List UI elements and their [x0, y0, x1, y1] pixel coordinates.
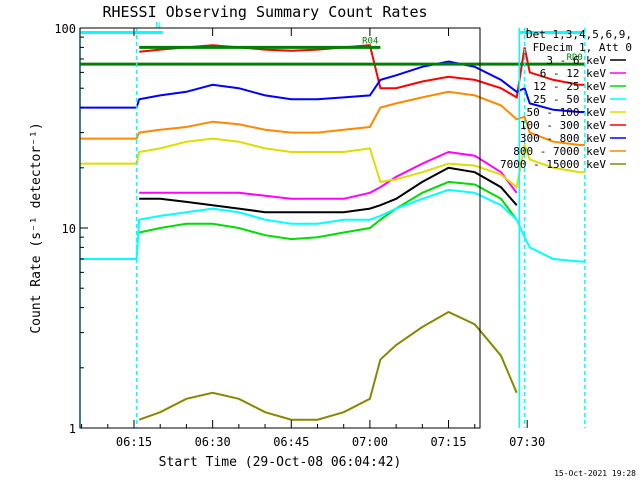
- plot-frame: [79, 27, 481, 429]
- series-line-50-100-kev-0: [80, 137, 585, 190]
- x-tick-label-06-45: 06:45: [273, 435, 309, 449]
- x-tick-label-06-15: 06:15: [116, 435, 152, 449]
- series-line-6-12-kev-0: [139, 150, 518, 200]
- x-axis-ticks: 06:15 06:30 06:45 07:00 07:15 07:30: [81, 28, 545, 449]
- legend-header-1: FDecim 1, Att 0: [533, 41, 632, 54]
- y-axis-ticks: 1 10 100: [54, 22, 88, 436]
- series-line-800-7000-kev-0: [80, 90, 585, 146]
- legend-label-3-6-kev: 3 - 6 keV: [546, 54, 606, 67]
- y-tick-label-1: 1: [69, 422, 76, 436]
- legend-label-7000-15000-kev: 7000 - 15000 keV: [500, 158, 606, 171]
- status-label-r04: R04: [362, 36, 378, 46]
- x-tick-label-07-00: 07:00: [352, 435, 388, 449]
- legend-header-0: Det 1,3,4,5,6,9,: [526, 28, 632, 41]
- series-line-100-300-kev-0: [139, 44, 585, 100]
- x-tick-label-06-30: 06:30: [195, 435, 231, 449]
- status-label-n: N: [155, 21, 160, 31]
- x-axis-label: Start Time (29-Oct-08 06:04:42): [159, 455, 402, 470]
- x-tick-label-07-30: 07:30: [509, 435, 545, 449]
- legend-label-800-7000-kev: 800 - 7000 keV: [513, 145, 606, 158]
- legend-label-12-25-kev: 12 - 25 keV: [533, 80, 606, 93]
- series-line-12-25-kev-0: [138, 180, 518, 241]
- footer-timestamp: 15-Oct-2021 19:28: [554, 469, 636, 478]
- series-layer: [80, 44, 585, 421]
- status-label-rd0: RD0: [567, 53, 583, 63]
- chart-title: RHESSI Observing Summary Count Rates: [102, 3, 427, 21]
- legend-label-25-50-kev: 25 - 50 keV: [533, 93, 606, 106]
- legend-label-100-300-kev: 100 - 300 keV: [520, 119, 606, 132]
- status-bar-layer: N RD0 R04: [80, 21, 585, 66]
- x-tick-label-07-15: 07:15: [430, 435, 466, 449]
- series-line-3-6-kev-0: [139, 166, 518, 214]
- y-tick-label-100: 100: [54, 22, 76, 36]
- legend: Det 1,3,4,5,6,9,FDecim 1, Att 03 - 6 keV…: [500, 28, 632, 171]
- series-line-7000-15000-kev-0: [138, 310, 518, 421]
- series-line-25-50-kev-0: [80, 188, 585, 263]
- legend-label-6-12-kev: 6 - 12 keV: [540, 67, 607, 80]
- series-line-300-800-kev-0: [80, 60, 585, 113]
- y-tick-label-10: 10: [62, 222, 76, 236]
- legend-label-300-800-kev: 300 - 800 keV: [520, 132, 606, 145]
- legend-label-50-100-kev: 50 - 100 keV: [527, 106, 607, 119]
- y-axis-label: Count Rate (s⁻¹ detector⁻¹): [29, 122, 44, 333]
